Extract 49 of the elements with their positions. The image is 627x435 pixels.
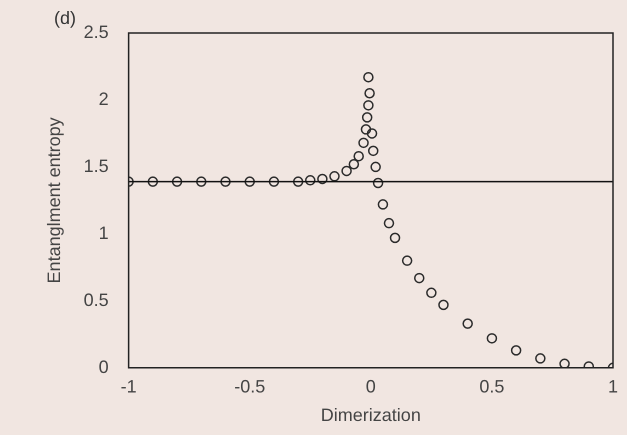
point — [414, 272, 424, 284]
point — [390, 232, 400, 244]
point — [362, 112, 372, 123]
x-tick-label: 0.5 — [479, 376, 504, 397]
point — [559, 358, 570, 368]
point — [353, 150, 364, 162]
point — [196, 176, 207, 187]
y-tick-label: 0 — [98, 356, 109, 377]
point — [384, 218, 394, 228]
point — [172, 176, 182, 187]
point — [358, 138, 369, 148]
y-tick-label: 1 — [98, 222, 109, 243]
point — [486, 333, 498, 344]
point — [348, 158, 360, 170]
y-tick-label: 2.5 — [84, 22, 109, 42]
y-axis-title: Entanglment entropy — [44, 117, 64, 284]
point — [148, 176, 158, 187]
y-tick-label: 2 — [98, 88, 109, 109]
point — [372, 178, 384, 188]
point — [370, 162, 381, 172]
point — [244, 176, 255, 187]
point — [292, 176, 304, 187]
x-axis-title: Dimerization — [320, 405, 421, 426]
point — [510, 345, 522, 356]
point — [368, 146, 378, 156]
point — [317, 174, 328, 184]
point — [329, 171, 340, 182]
x-tick-label: 0 — [366, 376, 376, 397]
point — [360, 124, 372, 135]
y-tick-label: 0.5 — [84, 290, 109, 310]
point — [438, 300, 449, 310]
point — [402, 255, 412, 266]
point — [305, 175, 316, 186]
point — [366, 128, 378, 139]
y-tick-label: 1.5 — [84, 156, 109, 176]
point — [364, 88, 375, 99]
point — [341, 166, 352, 176]
point — [268, 176, 280, 187]
point — [535, 353, 546, 364]
point — [363, 100, 374, 111]
text: (d) — [54, 8, 76, 28]
point — [462, 318, 473, 329]
x-tick-label: -1 — [120, 376, 137, 397]
x-tick-label: 1 — [608, 376, 618, 397]
point — [363, 72, 374, 82]
point — [378, 199, 388, 210]
point — [220, 176, 231, 187]
point — [426, 288, 437, 298]
x-tick-label: -0.5 — [234, 376, 266, 397]
